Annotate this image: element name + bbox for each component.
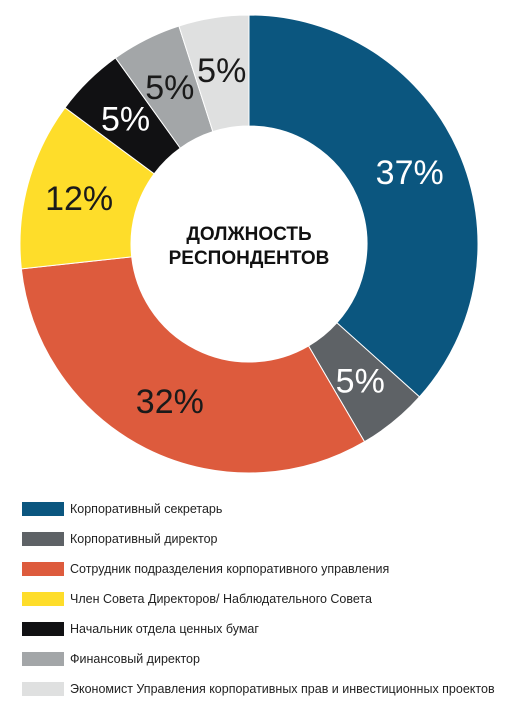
slice-label-3: 32% [136,383,204,421]
legend-item-3: Сотрудник подразделения корпоративного у… [22,554,502,584]
legend-label: Член Совета Директоров/ Наблюдательного … [70,592,372,606]
chart-title-line-2: РЕСПОНДЕНТОВ [169,248,330,269]
donut-slices [19,14,479,474]
legend-label: Корпоративный секретарь [70,502,223,516]
legend-item-1: Корпоративный секретарь [22,494,502,524]
slice-label-2: 5% [336,362,385,400]
slice-3 [20,256,366,474]
donut-chart: 37%5%32%12%5%5% 5% ДОЛЖНОСТЬ РЕСПОНДЕНТОВ [19,14,479,474]
legend-item-2: Корпоративный директор [22,524,502,554]
slice-label-1: 37% [376,154,444,192]
chart-title-line-1: ДОЛЖНОСТЬ [186,224,311,245]
legend-item-7: Экономист Управления корпоративных прав … [22,674,502,704]
legend-swatch [22,592,64,606]
legend-swatch [22,532,64,546]
legend-label: Финансовый директор [70,652,200,666]
slice-label-5: 5% [101,101,150,139]
slice-1 [248,14,479,398]
legend-swatch [22,682,64,696]
legend-swatch [22,622,64,636]
legend-label: Экономист Управления корпоративных прав … [70,682,495,696]
slice-label-4: 12% [45,180,113,218]
slice-label-6: 5% [145,69,194,107]
slice-7 [178,14,250,133]
legend-label: Сотрудник подразделения корпоративного у… [70,562,390,576]
slice-labels: 37%5%32%12%5%5% 5% [45,52,444,421]
chart-legend: Корпоративный секретарь Корпоративный дир… [22,494,502,704]
legend-item-6: Финансовый директор [22,644,502,674]
slice-label-7: 5% [197,52,246,90]
legend-swatch [22,502,64,516]
legend-swatch [22,652,64,666]
legend-label: Корпоративный директор [70,532,218,546]
legend-label: Начальник отдела ценных бумаг [70,622,259,636]
legend-item-5: Начальник отдела ценных бумаг [22,614,502,644]
legend-item-4: Член Совета Директоров/ Наблюдательного … [22,584,502,614]
legend-swatch [22,562,64,576]
